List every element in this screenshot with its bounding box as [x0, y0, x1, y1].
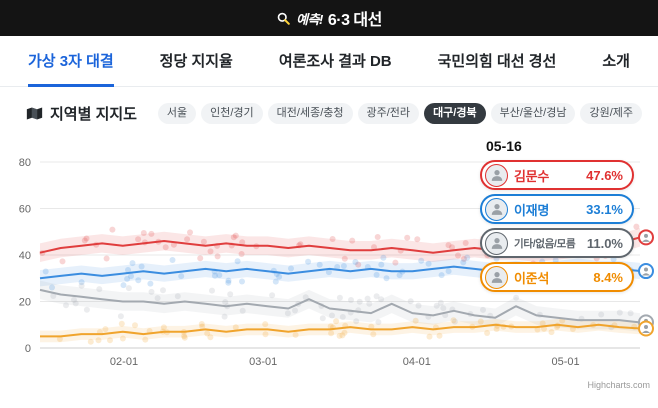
candidate-value: 33.1% [586, 201, 623, 217]
candidate-name: 이준석 [514, 270, 549, 286]
svg-text:60: 60 [19, 204, 31, 216]
candidate-avatar [485, 231, 508, 255]
legend-item-2[interactable]: 이재명 33.1% [480, 194, 634, 224]
legend-date-label: 05-16 [486, 138, 522, 154]
tab-2[interactable]: 정당 지지율 [159, 52, 233, 70]
svg-text:03-01: 03-01 [249, 356, 277, 368]
region-chip-1[interactable]: 서울 [157, 103, 197, 124]
region-chip-6[interactable]: 부산/울산/경남 [490, 103, 576, 124]
region-chip-4[interactable]: 광주/전라 [357, 103, 420, 124]
candidate-value: 11.0% [586, 235, 623, 251]
section-header: 지역별 지지도 서울 인천/경기 대전/세종/충청 광주/전라 대구/경북 부산/울산/경… [0, 87, 658, 132]
candidate-name: 기타/없음/모름 [514, 237, 576, 250]
support-trend-chart: 0 20 40 60 80 02-01 03-01 04-01 05-01 05-16 김문수 4… [0, 134, 658, 390]
candidate-name: 이재명 [514, 202, 549, 218]
candidate-avatar [485, 163, 508, 187]
tab-3[interactable]: 여론조사 결과 DB [278, 52, 392, 70]
candidate-value: 8.4% [593, 269, 623, 285]
chart-legend: 05-16 김문수 47.6% 이재명 33.1% 기타/없음/모름 11.0% 이준석 8.… [480, 138, 634, 296]
candidate-name: 김문수 [514, 168, 549, 184]
highcharts-credit[interactable]: Highcharts.com [587, 380, 650, 390]
svg-text:02-01: 02-01 [110, 356, 138, 368]
candidate-avatar [485, 265, 508, 289]
tab-5[interactable]: 소개 [602, 52, 630, 70]
tab-4[interactable]: 국민의힘 대선 경선 [437, 52, 557, 70]
section-title-group: 지역별 지지도 [26, 103, 137, 124]
legend-items: 김문수 47.6% 이재명 33.1% 기타/없음/모름 11.0% 이준석 8.4% [480, 160, 634, 292]
map-icon [26, 106, 43, 121]
section-title: 지역별 지지도 [50, 106, 137, 123]
region-chip-5[interactable]: 대구/경북 [424, 103, 486, 124]
tab-1[interactable]: 가상 3자 대결 [28, 36, 114, 87]
site-logo-title[interactable]: 6·3 대선 [327, 12, 383, 29]
svg-text:40: 40 [19, 250, 31, 262]
legend-item-4[interactable]: 이준석 8.4% [480, 262, 634, 292]
site-logo-prefix: 예측! [296, 11, 323, 27]
region-filter-group: 서울 인천/경기 대전/세종/충청 광주/전라 대구/경북 부산/울산/경남 강원/제주 [157, 103, 642, 124]
region-chip-3[interactable]: 대전/세종/충청 [267, 103, 353, 124]
region-chip-7[interactable]: 강원/제주 [580, 103, 642, 124]
main-nav: 가상 3자 대결 정당 지지율 여론조사 결과 DB 국민의힘 대선 경선 소개 [0, 36, 658, 87]
svg-text:20: 20 [19, 297, 31, 309]
region-chip-2[interactable]: 인천/경기 [201, 103, 263, 124]
magnifier-icon [276, 11, 291, 26]
svg-text:04-01: 04-01 [403, 356, 431, 368]
legend-item-3[interactable]: 기타/없음/모름 11.0% [480, 228, 634, 258]
top-header-bar: 예측! 6·3 대선 [0, 0, 658, 36]
candidate-avatar [485, 197, 508, 221]
candidate-value: 47.6% [586, 167, 623, 183]
svg-text:05-01: 05-01 [552, 356, 580, 368]
svg-text:0: 0 [25, 343, 31, 355]
svg-text:80: 80 [19, 157, 31, 169]
legend-item-1[interactable]: 김문수 47.6% [480, 160, 634, 190]
